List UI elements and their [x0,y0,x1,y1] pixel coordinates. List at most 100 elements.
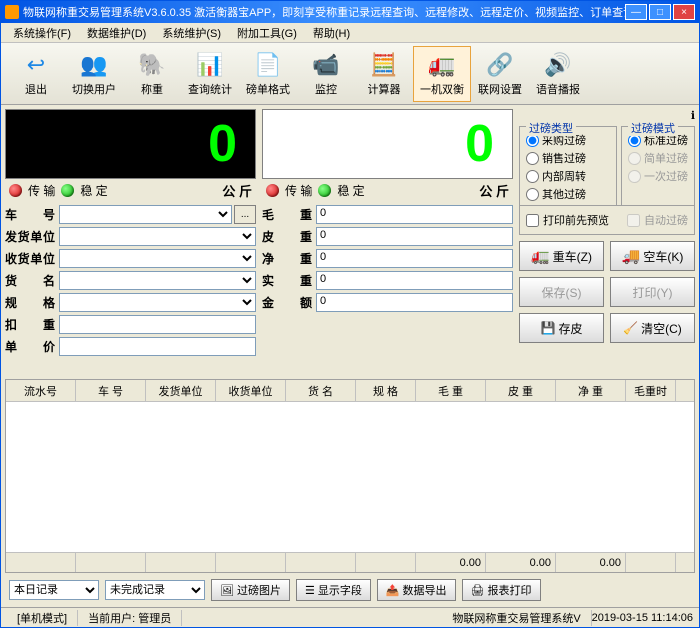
field-3[interactable] [59,271,256,290]
label-stable-1: 稳 定 [80,182,107,199]
menubar: 系统操作(F)数据维护(D)系统维护(S)附加工具(G)帮助(H) [1,23,699,43]
value-4: 0 [316,293,513,312]
weigh-icon: 🐘 [137,51,167,79]
tf-7: 0.00 [486,553,556,572]
unit-2: 公 斤 [479,181,509,200]
th-9[interactable]: 毛重时 [626,380,676,401]
unit-1: 公 斤 [222,181,252,200]
led-transfer-1 [9,184,22,197]
form-right: 毛 重0皮 重0净 重0实 重0金 额0 [262,205,513,375]
export-button[interactable]: 📤数据导出 [377,579,456,601]
field-2[interactable] [59,249,256,268]
tf-8: 0.00 [556,553,626,572]
th-2[interactable]: 发货单位 [146,380,216,401]
radio-type-2[interactable] [526,170,539,183]
save-button: 保存(S) [519,277,604,307]
tf-2 [146,553,216,572]
status-user: 当前用户: 管理员 [78,610,182,626]
exit-icon: ↩ [21,51,51,79]
tb-weigh[interactable]: 🐘称重 [123,46,181,102]
th-1[interactable]: 车 号 [76,380,146,401]
tb-stats[interactable]: 📊查询统计 [181,46,239,102]
tb-one-machine[interactable]: 🚛一机双衡 [413,46,471,102]
radio-mode-1 [628,152,641,165]
status-product: 物联网称重交易管理系统V [442,610,591,626]
empty-truck-button[interactable]: 🚚空车(K) [610,241,695,271]
menu-3[interactable]: 附加工具(G) [229,23,305,43]
field-4[interactable] [59,293,256,312]
app-icon [5,5,19,19]
weigh-pic-button[interactable]: 🖼过磅图片 [211,579,290,601]
tare-button[interactable]: 💾存皮 [519,313,604,343]
bottom-toolbar: 本日记录 未完成记录 🖼过磅图片 ☰显示字段 📤数据导出 🖨报表打印 [5,577,695,603]
th-3[interactable]: 收货单位 [216,380,286,401]
titlebar: 物联网称重交易管理系统V3.6.0.35 激活衡器宝APP，即刻享受称重记录远程… [1,1,699,23]
main-area: 0 传 输 稳 定 公 斤 0 传 输 稳 定 公 [1,105,699,607]
th-0[interactable]: 流水号 [6,380,76,401]
net-icon: 🔗 [485,51,515,79]
label-transfer-2: 传 输 [285,182,312,199]
tf-6: 0.00 [416,553,486,572]
field-6[interactable] [59,337,256,356]
tb-calc[interactable]: 🧮计算器 [355,46,413,102]
statusbar: [单机模式] 当前用户: 管理员 物联网称重交易管理系统V 2019-03-15… [1,607,699,627]
heavy-truck-button[interactable]: 🚛重车(Z) [519,241,604,271]
tf-0 [6,553,76,572]
form-left: 车 号...发货单位收货单位货 名规 格扣 重单 价 [5,205,256,375]
tb-switch-user[interactable]: 👥切换用户 [65,46,123,102]
maximize-button[interactable]: □ [649,4,671,20]
combo-date-filter[interactable]: 本日记录 [9,580,99,600]
monitor-icon: 📹 [311,51,341,79]
minimize-button[interactable]: — [625,4,647,20]
legend-mode: 过磅模式 [628,120,678,136]
th-8[interactable]: 净 重 [556,380,626,401]
th-5[interactable]: 规 格 [356,380,416,401]
actions-panel: 打印前先预览 自动过磅 🚛重车(Z) 🚚空车(K) 保存(S) 打印(Y) 💾存… [519,205,695,375]
menu-4[interactable]: 帮助(H) [305,23,358,43]
tf-1 [76,553,146,572]
legend-type: 过磅类型 [526,120,576,136]
tb-net[interactable]: 🔗联网设置 [471,46,529,102]
value-1: 0 [316,227,513,246]
lookup-button[interactable]: ... [234,205,256,224]
chk-preview[interactable] [526,214,539,227]
group-weigh-type: 过磅类型 采购过磅销售过磅内部周转其他过磅 [519,126,617,206]
th-7[interactable]: 皮 重 [486,380,556,401]
field-0[interactable] [59,205,232,224]
radio-mode-2 [628,170,641,183]
tb-format[interactable]: 📄磅单格式 [239,46,297,102]
tb-monitor[interactable]: 📹监控 [297,46,355,102]
led-stable-1 [61,184,74,197]
status-time: 2019-03-15 11:14:06 [592,612,693,624]
radio-type-1[interactable] [526,152,539,165]
lcd-display-2: 0 [262,109,513,179]
tf-9 [626,553,676,572]
field-1[interactable] [59,227,256,246]
radio-type-3[interactable] [526,188,539,201]
menu-0[interactable]: 系统操作(F) [5,23,79,43]
tb-exit[interactable]: ↩退出 [7,46,65,102]
show-fields-button[interactable]: ☰显示字段 [296,579,371,601]
report-print-button[interactable]: 🖨报表打印 [462,579,541,601]
tf-4 [286,553,356,572]
value-0: 0 [316,205,513,224]
clear-button[interactable]: 🧹清空(C) [610,313,695,343]
stats-icon: 📊 [195,51,225,79]
label-stable-2: 稳 定 [337,182,364,199]
tb-voice[interactable]: 🔊语音播报 [529,46,587,102]
menu-1[interactable]: 数据维护(D) [79,23,154,43]
status-mode: [单机模式] [7,610,78,626]
field-5[interactable] [59,315,256,334]
led-stable-2 [318,184,331,197]
table-body [6,402,694,552]
combo-status-filter[interactable]: 未完成记录 [105,580,205,600]
print-button: 打印(Y) [610,277,695,307]
label-transfer-1: 传 输 [28,182,55,199]
chk-auto [627,214,640,227]
tf-5 [356,553,416,572]
window-title: 物联网称重交易管理系统V3.6.0.35 激活衡器宝APP，即刻享受称重记录远程… [23,4,625,20]
th-4[interactable]: 货 名 [286,380,356,401]
th-6[interactable]: 毛 重 [416,380,486,401]
menu-2[interactable]: 系统维护(S) [154,23,229,43]
close-button[interactable]: × [673,4,695,20]
